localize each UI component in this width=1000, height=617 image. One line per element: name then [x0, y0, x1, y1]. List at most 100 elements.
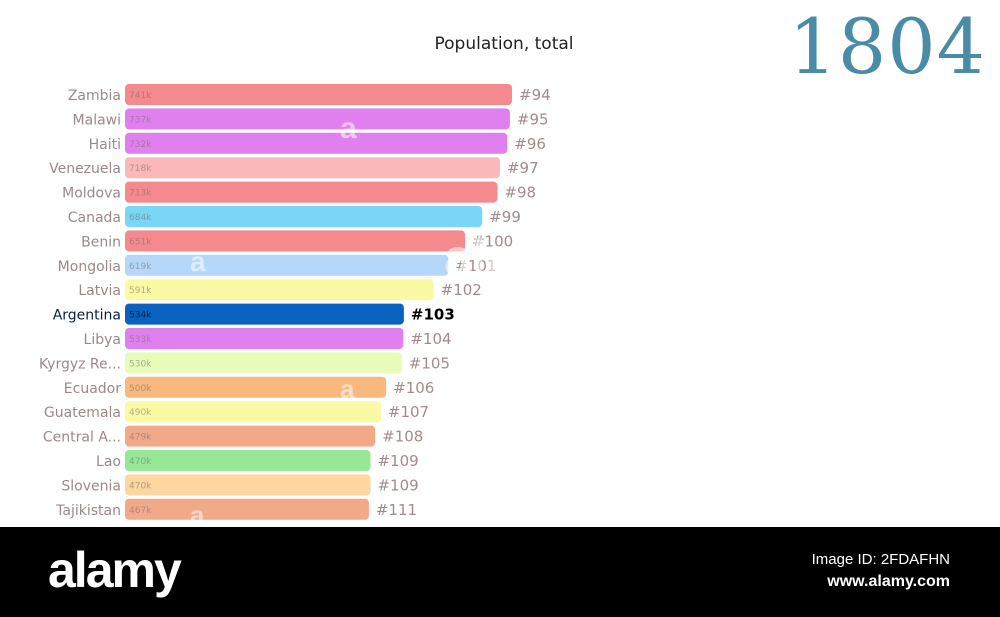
- value-label: 741k: [129, 91, 152, 101]
- category-label: Argentina: [53, 308, 121, 324]
- bar-row: Argentina 534k #103: [53, 303, 455, 325]
- category-label: Benin: [81, 234, 121, 250]
- rank-label: #101: [455, 257, 496, 275]
- rank-label: #109: [377, 452, 418, 470]
- rank-label: #100: [472, 232, 513, 250]
- value-label: 467k: [129, 506, 152, 516]
- rank-label: #99: [489, 208, 521, 226]
- bar: [125, 230, 465, 252]
- bar-row: Libya 533k #104: [84, 328, 452, 349]
- value-label: 651k: [129, 237, 152, 247]
- bar-row: Slovenia 470k #109: [61, 474, 419, 496]
- bar: [125, 450, 371, 471]
- bar-row: Benin 651k #100: [81, 230, 513, 252]
- watermark-glyph: ala: [444, 229, 514, 285]
- value-label: 619k: [129, 262, 152, 272]
- rank-label: #109: [377, 476, 418, 494]
- bar-row: Venezuela 718k #97: [49, 157, 539, 179]
- rank-label: #111: [376, 501, 417, 519]
- bar-row: Kyrgyz Re... 530k #105: [39, 352, 450, 374]
- image-id-label: Image ID: 2FDAFHN: [811, 551, 950, 568]
- bar-row: Canada 684k #99: [68, 206, 521, 227]
- bar: [125, 498, 369, 520]
- value-label: 490k: [129, 408, 152, 418]
- rank-label: #94: [519, 86, 551, 104]
- rank-label: #107: [388, 403, 429, 421]
- category-label: Venezuela: [49, 161, 121, 177]
- bar-row: Tajikistan 467k #111: [55, 498, 417, 520]
- bar: [125, 401, 381, 423]
- value-label: 732k: [129, 140, 152, 150]
- value-label: 500k: [129, 384, 152, 394]
- bar: [125, 108, 510, 130]
- bar: [125, 254, 449, 276]
- bar: [125, 425, 376, 447]
- category-label: Guatemala: [44, 405, 121, 421]
- rank-label: #104: [410, 330, 451, 348]
- watermark-glyph: a: [190, 500, 205, 527]
- category-label: Central A...: [43, 430, 121, 446]
- bar-row: Ecuador 500k #106: [64, 376, 434, 398]
- rank-label: #102: [441, 281, 482, 299]
- bar: [125, 352, 402, 374]
- bar: [125, 206, 483, 227]
- rank-label: #98: [504, 184, 536, 202]
- rank-label: #97: [507, 159, 539, 177]
- bar-row: Moldova 713k #98: [62, 181, 536, 203]
- bar-row: Haiti 732k #96: [89, 132, 546, 154]
- bar-row: Mongolia 619k #101: [58, 254, 496, 276]
- rank-label: #96: [514, 135, 546, 153]
- year-label: 1804: [788, 2, 986, 91]
- category-label: Slovenia: [61, 478, 121, 494]
- chart-area: Population, total 1804 Zambia 741k #94 Mala…: [39, 2, 986, 527]
- bar: [125, 181, 498, 203]
- alamy-url: www.alamy.com: [827, 573, 950, 590]
- bar-row: Latvia 591k #102: [78, 279, 482, 301]
- value-label: 534k: [129, 311, 152, 321]
- category-label: Moldova: [62, 186, 121, 202]
- category-label: Malawi: [73, 112, 121, 128]
- bar: [125, 376, 387, 398]
- bar: [125, 84, 512, 105]
- category-label: Tajikistan: [55, 503, 121, 519]
- rank-label: #95: [517, 110, 549, 128]
- value-label: 479k: [129, 433, 152, 443]
- rank-label: #106: [393, 379, 434, 397]
- category-label: Mongolia: [58, 259, 121, 275]
- watermark-glyph: a: [190, 246, 206, 277]
- watermark-glyph: a: [340, 374, 355, 404]
- alamy-logo: alamy: [48, 542, 182, 598]
- category-label: Libya: [84, 332, 121, 348]
- category-label: Haiti: [89, 137, 121, 153]
- chart-title: Population, total: [434, 34, 574, 54]
- value-label: 684k: [129, 213, 152, 223]
- bar-row: Zambia 741k #94: [68, 84, 551, 105]
- value-label: 470k: [129, 457, 152, 467]
- value-label: 713k: [129, 189, 152, 199]
- value-label: 470k: [129, 481, 152, 491]
- watermark-glyph: a: [340, 112, 357, 145]
- value-label: 737k: [129, 115, 152, 125]
- category-label: Ecuador: [64, 381, 121, 397]
- rank-label: #105: [409, 354, 450, 372]
- bar: [125, 157, 500, 179]
- value-label: 530k: [129, 359, 152, 369]
- bar-chart: Zambia 741k #94 Malawi 737k #95 Haiti 732k #96 Ve…: [39, 84, 551, 520]
- bar-row: Malawi 737k #95: [73, 108, 549, 130]
- bar-row: Guatemala 490k #107: [44, 401, 429, 423]
- value-label: 718k: [129, 164, 152, 174]
- category-label: Zambia: [68, 88, 121, 104]
- value-label: 533k: [129, 335, 152, 345]
- bar: [125, 474, 371, 496]
- category-label: Canada: [68, 210, 121, 226]
- bar-row: Lao 470k #109: [96, 450, 419, 471]
- rank-label: #108: [382, 428, 423, 446]
- bar: [125, 279, 434, 301]
- bar-row: Central A... 479k #108: [43, 425, 423, 447]
- category-label: Latvia: [78, 283, 121, 299]
- value-label: 591k: [129, 286, 152, 296]
- rank-label: #103: [411, 306, 455, 324]
- category-label: Lao: [96, 454, 121, 470]
- bar: [125, 303, 404, 325]
- bar: [125, 132, 508, 154]
